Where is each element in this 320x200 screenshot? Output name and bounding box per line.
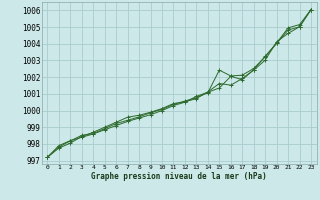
X-axis label: Graphe pression niveau de la mer (hPa): Graphe pression niveau de la mer (hPa) [91,172,267,181]
